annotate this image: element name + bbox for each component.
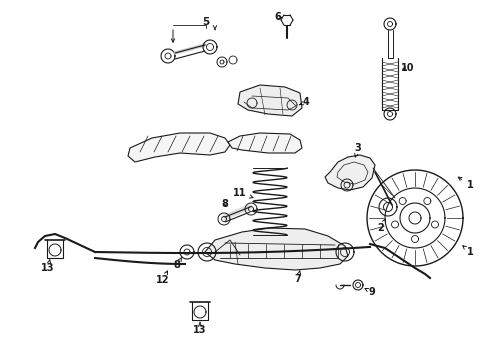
Text: 13: 13 xyxy=(193,322,207,335)
Text: 7: 7 xyxy=(294,271,301,284)
Polygon shape xyxy=(205,228,348,270)
Text: 5: 5 xyxy=(202,17,210,27)
Text: 11: 11 xyxy=(233,188,253,198)
Text: 1: 1 xyxy=(463,246,473,257)
Polygon shape xyxy=(325,155,375,190)
Text: 1: 1 xyxy=(458,177,473,190)
Text: 3: 3 xyxy=(355,143,362,157)
Text: 4: 4 xyxy=(300,97,309,107)
Polygon shape xyxy=(238,85,302,116)
Text: 12: 12 xyxy=(156,271,170,285)
Text: 10: 10 xyxy=(401,63,415,73)
Text: 9: 9 xyxy=(365,287,375,297)
Text: 8: 8 xyxy=(173,257,182,270)
Polygon shape xyxy=(228,133,302,153)
Text: 8: 8 xyxy=(221,199,228,209)
Text: 2: 2 xyxy=(378,219,386,233)
Polygon shape xyxy=(128,133,230,162)
Text: 6: 6 xyxy=(274,12,282,22)
Text: 13: 13 xyxy=(41,260,55,273)
